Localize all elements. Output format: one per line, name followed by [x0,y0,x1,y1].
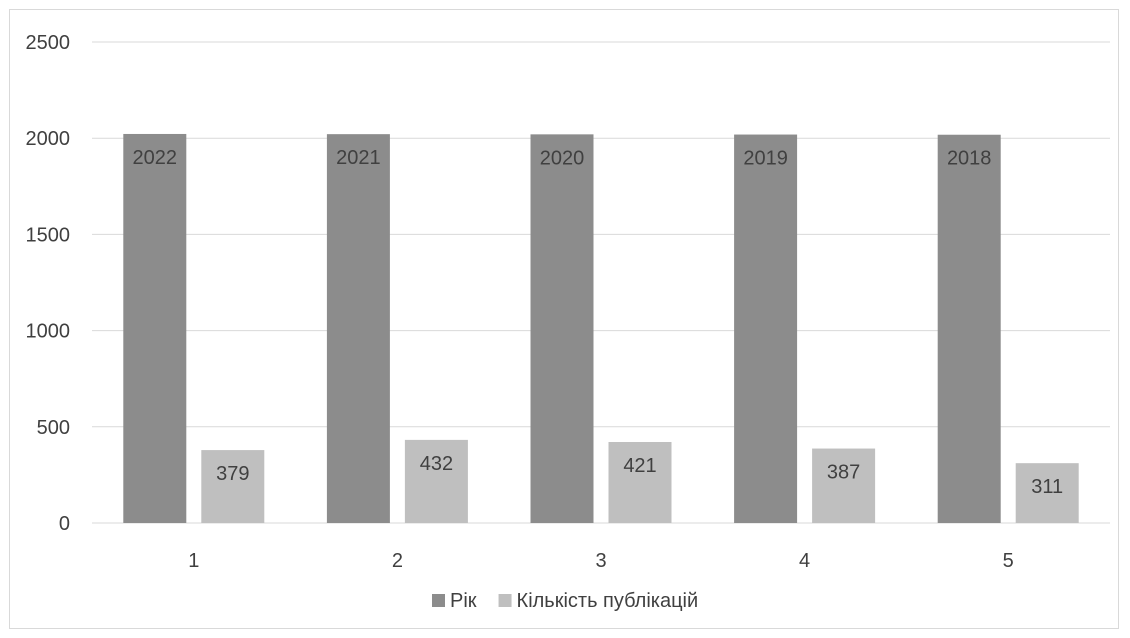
chart-frame: 0 500 1000 1500 2000 2500 2022 379 2021 432 2020 4… [9,9,1119,629]
data-label: 2022 [133,147,178,169]
bar-year [734,134,798,523]
bar-year [123,133,187,523]
x-tick-label: 5 [1003,550,1014,572]
bar-publications [608,441,672,523]
bar-publications [1015,463,1079,523]
data-label: 379 [216,463,249,485]
bar-year [326,134,390,523]
data-label: 2020 [540,147,585,169]
bar-publications [404,439,468,523]
data-label: 2021 [336,147,381,169]
y-tick-label: 2500 [26,32,71,54]
data-label: 387 [827,462,860,484]
data-label: 2019 [743,148,788,170]
bar-publications [812,448,876,523]
y-tick-label: 500 [37,417,70,439]
y-tick-label: 1500 [26,224,71,246]
legend-swatch [432,594,445,607]
legend-swatch [498,594,512,607]
data-label: 311 [1031,476,1063,498]
legend: Рік Кількість публікацій [432,590,698,612]
x-axis-tick-labels: 1 2 3 4 5 [188,550,1014,572]
y-axis-tick-labels: 0 500 1000 1500 2000 2500 [26,32,71,535]
x-tick-label: 3 [595,550,606,572]
y-tick-label: 0 [59,513,70,535]
data-label: 2018 [947,148,992,170]
x-tick-label: 2 [392,550,403,572]
x-tick-label: 1 [188,550,199,572]
y-tick-label: 2000 [26,128,71,150]
bar-year [937,134,1001,523]
bar-publications [201,450,265,523]
bar-year [530,134,594,523]
legend-label: Рік [450,590,477,612]
x-tick-label: 4 [799,550,810,572]
data-label: 432 [420,453,453,475]
y-tick-label: 1000 [26,321,71,343]
legend-label: Кількість публікацій [517,590,699,612]
data-label: 421 [623,455,656,477]
bar-series: 2022 379 2021 432 2020 421 2019 387 2018 311 [123,133,1079,523]
